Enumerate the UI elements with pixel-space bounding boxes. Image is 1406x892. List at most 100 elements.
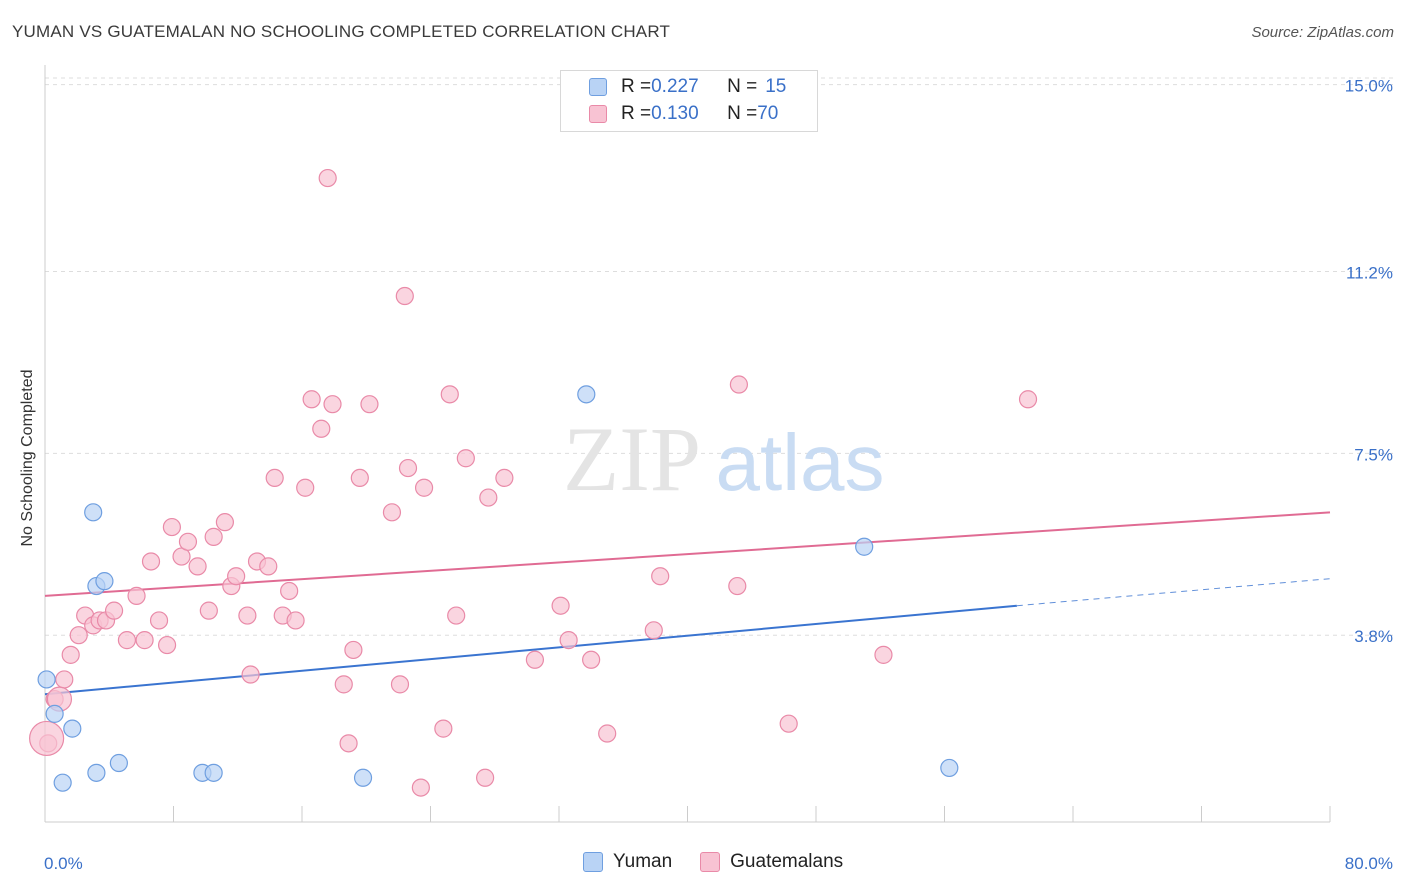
yuman-point [84,503,103,522]
guatemalan-point [729,375,749,394]
guatemalan-point [728,576,747,596]
guatemalan-point [360,395,379,414]
trend-line-yuman [44,604,1017,696]
trend-lines [44,511,1331,696]
guatemalan-point [479,488,498,507]
guatemalan-point [395,286,414,306]
yuman-point [53,773,72,792]
guatemalan-point [559,631,578,650]
legend-n-value: 15 [765,76,787,97]
source-label: Source: ZipAtlas.com [1251,24,1394,41]
guatemalan-point [215,513,234,532]
guatemalan-point [302,390,321,409]
bottom-legend-item-guatemalans: Guatemalans [700,851,843,873]
yuman-point [204,763,223,782]
guatemalan-point [651,567,670,586]
yuman-point [577,385,596,404]
yuman-point [940,758,959,778]
y-tick-label: 7.5% [1354,445,1393,464]
guatemalan-point [135,631,154,650]
trend-line-yuman-extension [1016,578,1331,607]
guatemalan-point [390,675,410,694]
guatemalan-point [874,645,893,664]
legend-swatch-guatemalans [589,105,607,123]
guatemalan-point [241,665,260,684]
watermark-atlas: atlas [716,418,885,507]
guatemalan-point [286,611,305,630]
guatemalan-point [382,503,402,522]
legend-row-yuman: R = 0.227 N = 15 [589,74,786,100]
guatemalan-point [318,168,337,188]
guatemalan-point [127,586,146,605]
x-tick-label: 0.0% [44,854,83,873]
guatemalan-point [440,385,459,404]
yuman-point [63,719,82,738]
guatemalan-point [339,734,358,753]
guatemalan-point [199,601,218,620]
guatemalan-point [334,675,353,694]
guatemalan-point [204,527,223,546]
yuman-point [45,704,64,723]
legend-row-guatemalans: R = 0.130 N = 70 [589,101,778,127]
guatemalan-point [551,596,570,615]
yuman-point [87,763,106,782]
y-tick-label: 3.8% [1354,627,1393,646]
x-tick-label: 80.0% [1345,854,1393,873]
guatemalan-point [434,719,453,738]
guatemalan-point [447,606,466,625]
bottom-legend-swatch-guatemalans [700,852,721,872]
guatemalan-point [69,626,88,645]
guatemalan-point [344,640,363,660]
bottom-legend-item-yuman: Yuman [583,851,672,873]
y-tick-label: 15.0% [1345,77,1393,96]
legend-r-label: R = [621,103,652,124]
guatemalan-point [104,601,124,620]
guatemalan-point [1018,390,1038,409]
bottom-legend-label-yuman: Yuman [613,851,673,872]
guatemalan-point [582,650,601,669]
legend-r-label: R = [621,76,652,97]
yuman-point [95,572,114,591]
legend-r-value: 0.227 [651,76,699,97]
legend-box: R = 0.227 N = 15 R = 0.130 N = 70 [560,70,818,132]
axes [44,65,1331,823]
legend-n-label: N = [727,76,758,97]
legend-swatch-yuman [589,78,607,96]
guatemalan-point [644,621,663,640]
y-tick-label: 11.2% [1346,263,1393,282]
bottom-legend-label-guatemalans: Guatemalans [730,851,844,872]
tick-labels: 3.8% 7.5% 11.2% 15.0% 0.0% 80.0% [44,77,1393,873]
guatemalan-point [779,714,798,733]
guatemalan-point [323,395,342,414]
guatemalan-point [227,567,246,586]
legend-n-value: 70 [757,103,779,124]
trend-line-guatemalans [44,511,1331,597]
guatemalan-point [61,645,80,664]
guatemalan-point [411,778,430,797]
guatemalan-point [525,650,545,669]
guatemalan-point [414,478,434,497]
watermark-zip: ZIP [563,408,701,510]
yuman-point [855,537,874,556]
legend-r-value: 0.130 [651,103,699,124]
guatemalan-point [141,552,161,571]
bottom-legend-swatch-yuman [583,852,603,872]
guatemalan-point [238,606,257,625]
chart-title: YUMAN VS GUATEMALAN NO SCHOOLING COMPLET… [12,22,671,41]
guatemalan-point [259,557,278,576]
guatemalan-point [178,532,198,551]
guatemalan-point [157,635,177,655]
guatemalan-point [265,468,284,488]
watermark: ZIP atlas [563,408,884,510]
guatemalan-point [29,720,65,757]
yuman-point [109,753,128,773]
legend-n-label: N = [727,103,758,124]
guatemalan-point [598,724,617,743]
guatemalan-point [296,478,315,497]
yuman-point [353,768,373,787]
bottom-legend: Yuman Guatemalans [583,851,871,873]
guatemalan-point [117,631,137,650]
guatemalan-point [312,419,331,438]
guatemalan-point [280,581,299,601]
guatemalan-point [149,611,169,630]
